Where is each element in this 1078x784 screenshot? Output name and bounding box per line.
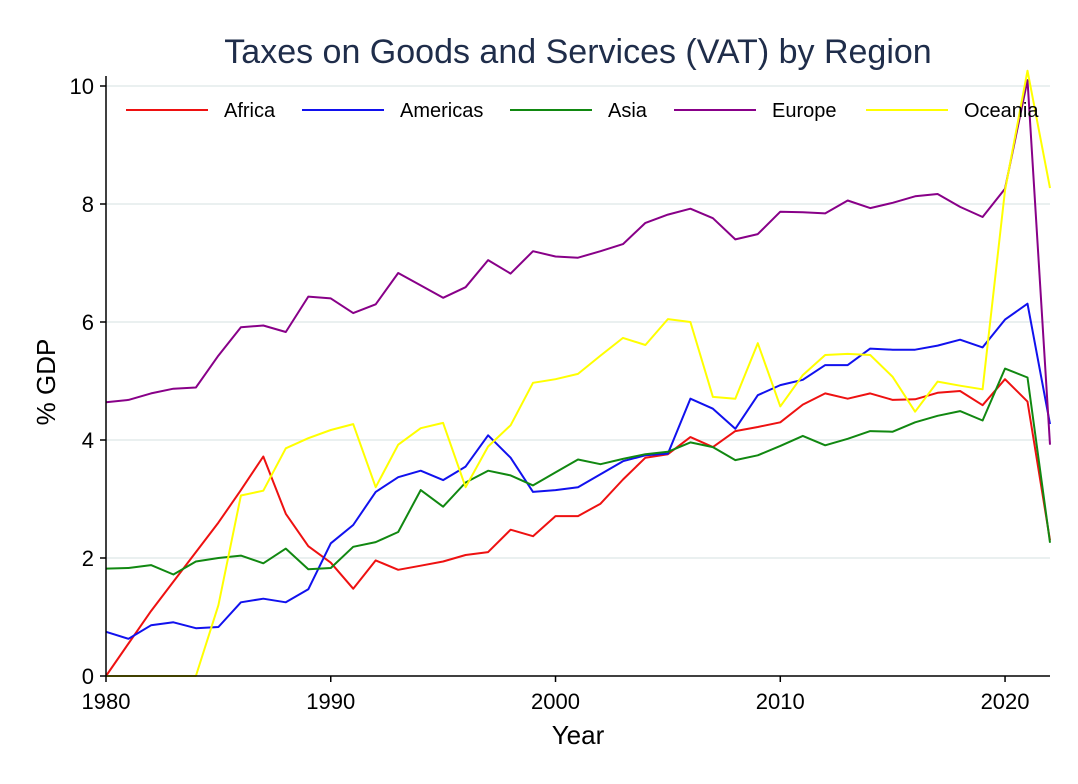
y-axis-label: % GDP (31, 339, 61, 426)
y-tick-label: 6 (82, 310, 94, 335)
x-tick-label: 2020 (981, 689, 1030, 714)
legend-label-africa: Africa (224, 100, 276, 122)
series-line-americas (105, 302, 1051, 640)
legend-label-oceania: Oceania (964, 100, 1039, 122)
legend: Africa Americas Asia Europe Oceania (126, 100, 1039, 122)
x-axis-label: Year (552, 720, 605, 750)
series-line-europe (105, 79, 1051, 445)
chart-title: Taxes on Goods and Services (VAT) by Reg… (224, 33, 931, 71)
y-tick-label: 0 (82, 664, 94, 689)
y-tick-label: 2 (82, 546, 94, 571)
x-tick-label: 2000 (531, 689, 580, 714)
x-ticks: 1980 1990 2000 2010 2020 (82, 676, 1030, 714)
series-line-africa (105, 378, 1051, 677)
x-tick-label: 1980 (82, 689, 131, 714)
series-line-oceania (106, 69, 1051, 677)
x-tick-label: 1990 (306, 689, 355, 714)
legend-label-asia: Asia (608, 100, 648, 122)
plot-area (105, 69, 1051, 677)
series-line-asia (105, 367, 1051, 576)
legend-label-americas: Americas (400, 100, 483, 122)
y-tick-label: 8 (82, 192, 94, 217)
x-tick-label: 2010 (756, 689, 805, 714)
y-tick-label: 10 (70, 74, 94, 99)
gridlines (106, 85, 1050, 559)
y-tick-label: 4 (82, 428, 94, 453)
legend-label-europe: Europe (772, 100, 837, 122)
axes (105, 76, 1050, 677)
y-ticks: 0 2 4 6 8 10 (70, 74, 106, 689)
